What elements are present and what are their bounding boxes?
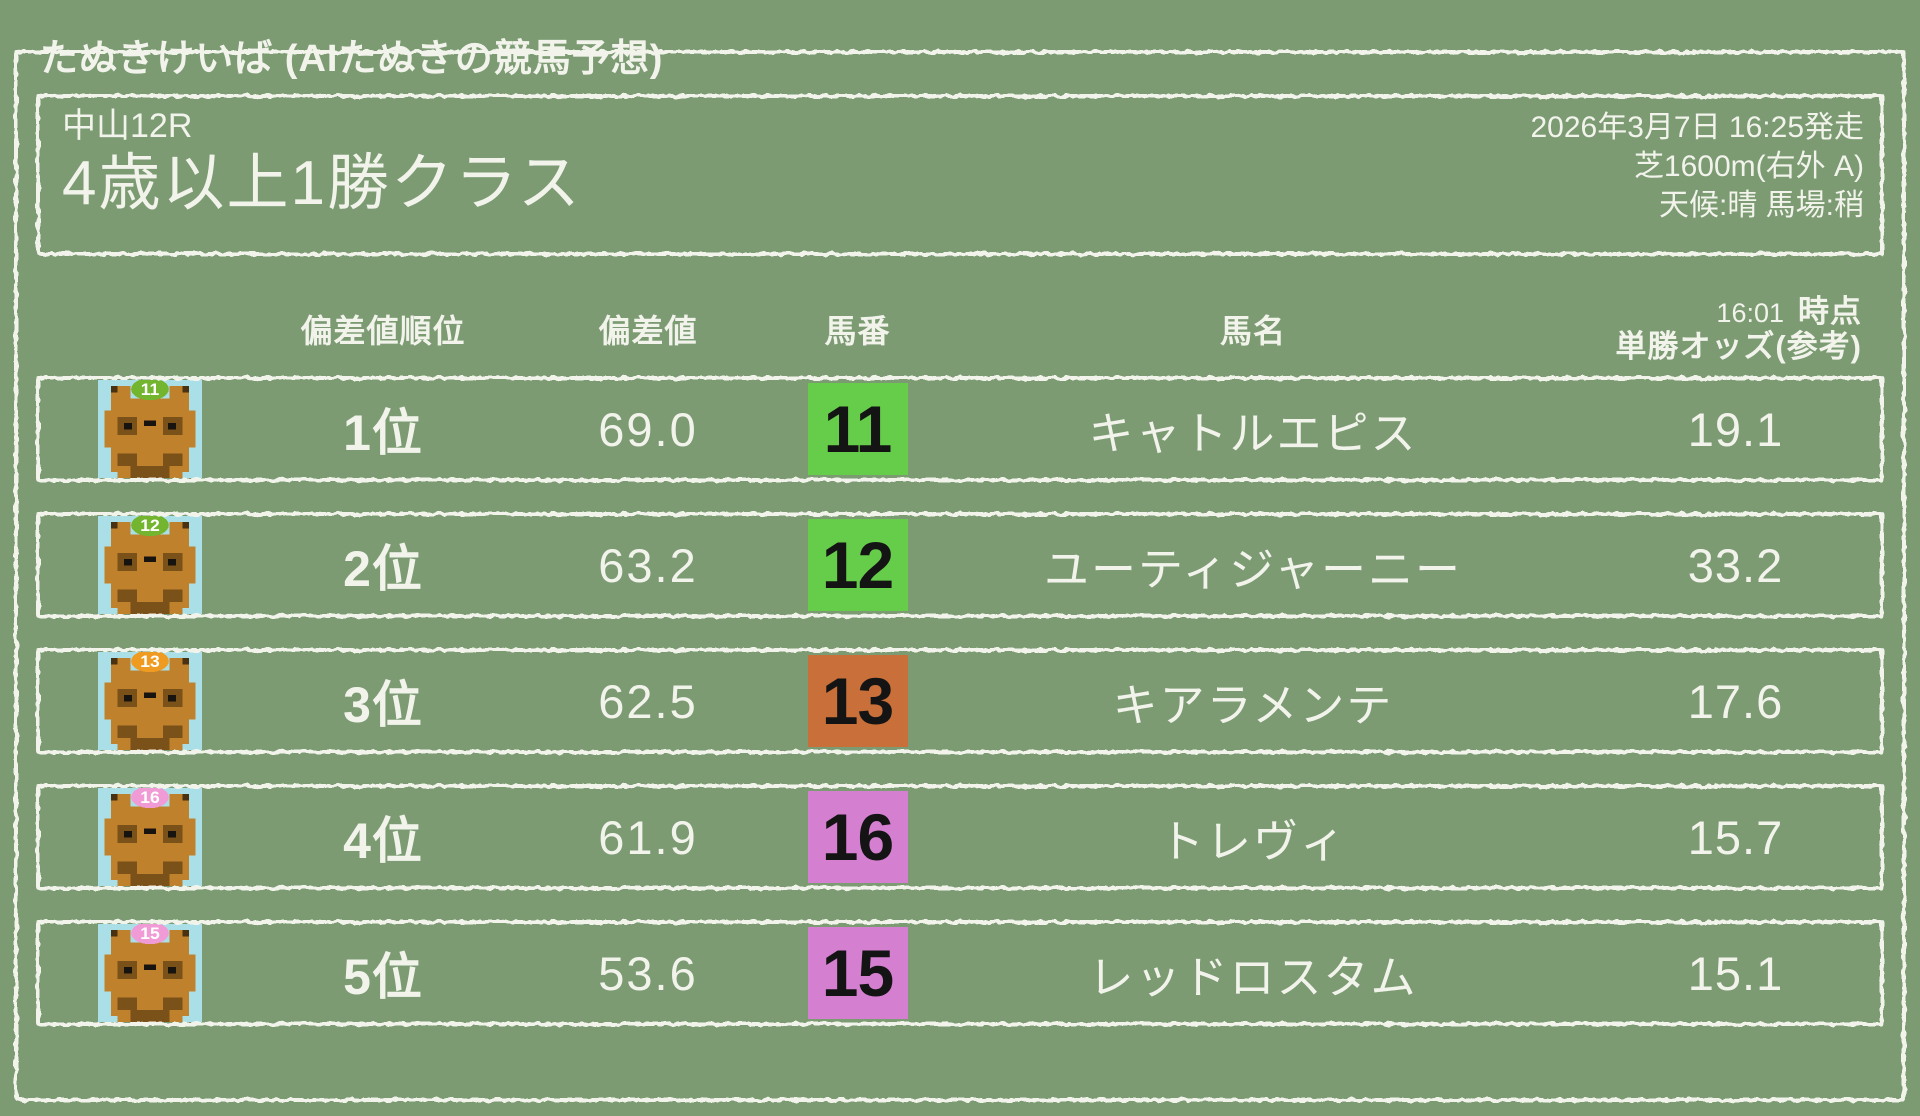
svg-text:11: 11 <box>141 380 160 398</box>
race-class-name: 4歳以上1勝クラス <box>62 149 582 219</box>
badge-cell: 15 <box>800 924 915 1022</box>
prediction-row: 16 4位 61.9 16 トレヴィ 15.7 <box>36 784 1884 890</box>
svg-text:15: 15 <box>140 924 160 942</box>
avatar-cell: 16 <box>40 788 270 886</box>
tanuki-avatar-icon: 12 <box>98 516 202 614</box>
horse-number-badge: 16 <box>807 791 908 883</box>
prediction-row: 15 5位 53.6 15 レッドロスタム 15.1 <box>36 920 1884 1026</box>
tanuki-avatar-icon: 15 <box>98 924 202 1022</box>
badge-cell: 11 <box>800 380 915 478</box>
horse-name: トレヴィ <box>1158 815 1347 867</box>
score-value: 69.0 <box>598 402 698 456</box>
avatar-cell: 15 <box>40 924 270 1022</box>
rank-label: 2位 <box>343 541 423 597</box>
race-course: 芝1600m(右外 A) <box>1633 150 1864 183</box>
svg-text:13: 13 <box>140 652 160 670</box>
header-horse-number: 馬番 <box>824 313 891 349</box>
horse-name: レッドロスタム <box>1088 951 1418 1003</box>
odds-value: 15.7 <box>1687 810 1784 864</box>
avatar-cell: 12 <box>40 516 270 614</box>
score-value: 53.6 <box>598 946 698 1000</box>
avatar-cell: 11 <box>40 380 270 478</box>
horse-number-badge: 12 <box>807 519 908 611</box>
odds-value: 17.6 <box>1687 674 1784 728</box>
prediction-row: 13 3位 62.5 13 キアラメンテ 17.6 <box>36 648 1884 754</box>
rank-label: 3位 <box>343 677 423 733</box>
score-value: 61.9 <box>598 810 698 864</box>
race-conditions: 天候:晴 馬場:稍 <box>1658 189 1864 222</box>
table-header: 偏差値順位 偏差値 馬番 馬名 16:01 時点 単勝オッズ(参考) <box>36 290 1884 368</box>
odds-value: 15.1 <box>1687 946 1784 1000</box>
rank-label: 1位 <box>343 405 423 461</box>
tanuki-avatar-icon: 13 <box>98 652 202 750</box>
race-info-box: 中山12R 4歳以上1勝クラス 2026年3月7日 16:25発走 芝1600m… <box>36 94 1884 256</box>
header-odds: 16:01 時点 単勝オッズ(参考) <box>1591 294 1880 365</box>
tanuki-avatar-icon: 11 <box>98 380 202 478</box>
header-odds-time: 16:01 <box>1716 297 1784 328</box>
prediction-rows: 11 1位 69.0 11 キャトルエピス 19.1 <box>36 376 1884 1026</box>
odds-value: 33.2 <box>1687 538 1784 592</box>
score-value: 62.5 <box>598 674 698 728</box>
horse-name: キアラメンテ <box>1112 679 1394 731</box>
tanuki-avatar-icon: 16 <box>98 788 202 886</box>
horse-number-badge: 13 <box>807 655 908 747</box>
prediction-row: 11 1位 69.0 11 キャトルエピス 19.1 <box>36 376 1884 482</box>
header-odds-label: 単勝オッズ(参考) <box>1615 328 1862 364</box>
rank-label: 4位 <box>343 813 423 869</box>
app-title: たぬきけいば (AIたぬきの競馬予想) <box>40 38 664 80</box>
race-start-datetime: 2026年3月7日 16:25発走 <box>1530 111 1864 144</box>
badge-cell: 16 <box>800 788 915 886</box>
header-rank: 偏差値順位 <box>300 313 466 349</box>
race-left-block: 中山12R 4歳以上1勝クラス <box>62 104 582 248</box>
race-meta-block: 2026年3月7日 16:25発走 芝1600m(右外 A) 天候:晴 馬場:稍 <box>1530 104 1864 248</box>
header-score: 偏差値 <box>598 313 698 349</box>
svg-text:12: 12 <box>140 516 160 534</box>
horse-number-badge: 11 <box>807 383 908 475</box>
svg-text:16: 16 <box>140 788 160 806</box>
prediction-row: 12 2位 63.2 12 ユーティジャーニー 33.2 <box>36 512 1884 618</box>
horse-name: キャトルエピス <box>1088 407 1418 459</box>
score-value: 63.2 <box>598 538 698 592</box>
horse-number-badge: 15 <box>807 927 908 1019</box>
race-venue: 中山12R <box>62 107 193 145</box>
header-horse-name: 馬名 <box>1219 313 1286 349</box>
badge-cell: 13 <box>800 652 915 750</box>
horse-name: ユーティジャーニー <box>1043 543 1463 595</box>
odds-value: 19.1 <box>1687 402 1784 456</box>
avatar-cell: 13 <box>40 652 270 750</box>
rank-label: 5位 <box>343 949 423 1005</box>
header-odds-time-label: 時点 <box>1798 293 1862 329</box>
badge-cell: 12 <box>800 516 915 614</box>
